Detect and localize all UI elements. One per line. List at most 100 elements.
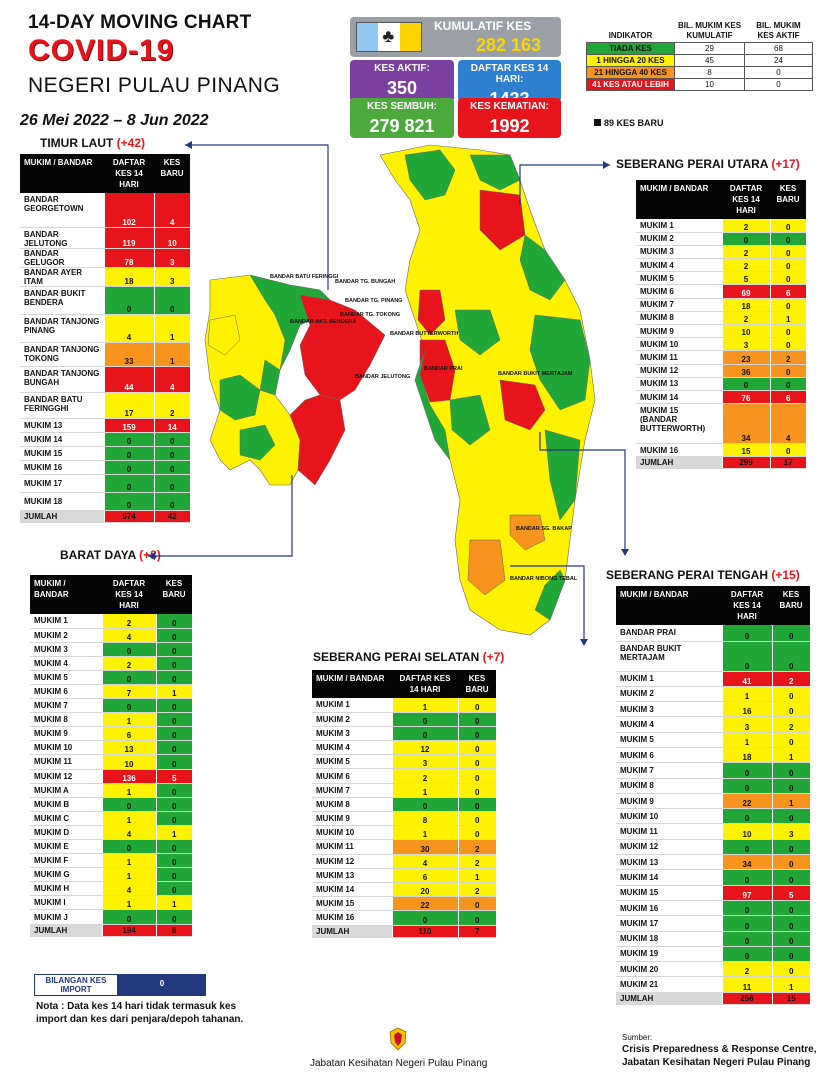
total-label: JUMLAH — [312, 925, 392, 938]
row-daftar: 0 — [103, 286, 154, 315]
row-name: MUKIM 18 — [20, 492, 104, 511]
row-name: MUKIM E — [30, 839, 102, 855]
sumber-line-2: Jabatan Kesihatan Negeri Pulau Pinang — [622, 1057, 811, 1068]
row-baru: 6 — [769, 284, 806, 299]
row-baru: 0 — [457, 712, 496, 727]
row-daftar: 2 — [721, 258, 770, 273]
table-row: MUKIM 10 1 0 — [312, 825, 496, 841]
row-name: MUKIM 8 — [616, 778, 722, 794]
row-baru: 0 — [155, 740, 192, 756]
kes-baru-text: 89 KES BARU — [604, 118, 664, 128]
row-name: MUKIM 7 — [616, 762, 722, 779]
total-baru: 8 — [155, 924, 192, 937]
row-name: BANDAR JELUTONG — [20, 227, 104, 249]
map-label: BANDAR BKT. BENDERA — [290, 319, 356, 325]
row-daftar: 13 — [101, 740, 156, 756]
table-row: MUKIM 9 22 1 — [616, 793, 810, 810]
row-name: MUKIM 1 — [30, 614, 102, 629]
row-baru: 4 — [153, 366, 190, 393]
table-row: MUKIM 10 0 0 — [616, 808, 810, 825]
column-header-daftar: DAFTAR KES 14 HARI — [102, 575, 156, 614]
row-name: MUKIM 9 — [636, 324, 722, 339]
column-header-mukim: MUKIM / BANDAR — [636, 180, 722, 219]
row-daftar: 1 — [391, 783, 458, 798]
row-name: MUKIM 16 — [20, 460, 104, 475]
row-daftar: 22 — [721, 793, 772, 810]
row-name: MUKIM 17 — [20, 474, 104, 493]
row-daftar: 0 — [103, 446, 154, 461]
row-baru: 0 — [155, 642, 192, 657]
row-baru: 1 — [769, 311, 806, 326]
row-name: MUKIM 5 — [616, 732, 722, 748]
row-baru: 0 — [769, 271, 806, 286]
row-name: MUKIM I — [30, 895, 102, 911]
title-line-2: COVID-19 — [28, 34, 175, 67]
row-name: MUKIM 19 — [616, 946, 722, 963]
indicator-label: 41 KES ATAU LEBIH — [586, 78, 675, 91]
table-row: MUKIM 9 10 0 — [636, 324, 806, 339]
row-baru: 0 — [771, 915, 810, 932]
table-row: MUKIM 16 0 0 — [616, 900, 810, 917]
row-name: MUKIM 3 — [30, 642, 102, 657]
penang-map: BANDAR BATU FERINGGI BANDAR TG. BUNGAH B… — [204, 144, 596, 636]
row-name: MUKIM 7 — [636, 298, 722, 312]
row-name: MUKIM 11 — [30, 754, 102, 770]
row-daftar: 0 — [721, 900, 772, 917]
row-daftar: 4 — [101, 628, 156, 643]
row-baru: 0 — [771, 808, 810, 825]
row-daftar: 34 — [721, 854, 772, 871]
row-daftar: 0 — [721, 625, 772, 642]
row-daftar: 136 — [101, 769, 156, 784]
row-daftar: 2 — [391, 768, 458, 784]
row-name: MUKIM 13 — [312, 868, 392, 883]
row-baru: 0 — [769, 324, 806, 339]
table-row: BANDAR BUKIT MERTAJAM 0 0 — [616, 641, 810, 672]
table-row: MUKIM 16 15 0 — [636, 443, 806, 458]
kematian-box: KES KEMATIAN: 1992 — [458, 98, 561, 138]
row-name: MUKIM 11 — [312, 839, 392, 855]
sp-tengah-table: MUKIM / BANDAR DAFTAR KES 14 HARI KES BARU… — [616, 586, 810, 1005]
title-line-1: 14-DAY MOVING CHART — [28, 12, 252, 33]
sembuh-value: 279 821 — [369, 116, 435, 136]
indicator-table: INDIKATOR BIL. MUKIM KES KUMULATIF BIL. … — [586, 20, 813, 91]
row-name: MUKIM 1 — [616, 671, 722, 687]
row-name: MUKIM 15 — [616, 885, 722, 901]
row-baru: 0 — [771, 900, 810, 917]
table-row: MUKIM 7 18 0 — [636, 298, 806, 312]
row-daftar: 17 — [103, 392, 154, 419]
row-daftar: 2 — [101, 614, 156, 629]
column-header-baru: KES BARU — [154, 154, 190, 193]
table-row: MUKIM 14 0 0 — [616, 869, 810, 886]
row-daftar: 33 — [103, 342, 154, 367]
indicator-kumulatif: 45 — [674, 54, 745, 67]
row-baru: 2 — [457, 839, 496, 855]
map-label: BANDAR JELUTONG — [355, 374, 410, 380]
row-daftar: 76 — [721, 390, 770, 405]
row-daftar: 16 — [721, 701, 772, 718]
row-daftar: 20 — [391, 882, 458, 898]
table-row: BANDAR GEORGETOWN 102 4 — [20, 193, 190, 228]
row-baru: 1 — [155, 895, 192, 911]
row-daftar: 22 — [391, 896, 458, 912]
row-baru: 0 — [155, 614, 192, 629]
row-name: MUKIM B — [30, 797, 102, 812]
row-daftar: 69 — [721, 284, 770, 299]
row-daftar: 11 — [721, 976, 772, 993]
row-name: MUKIM 8 — [312, 797, 392, 813]
table-row: MUKIM 18 0 0 — [616, 931, 810, 947]
row-baru: 0 — [769, 337, 806, 352]
row-baru: 1 — [155, 825, 192, 841]
row-baru: 4 — [153, 193, 190, 228]
column-header-daftar: DAFTAR KES 14 HARI — [722, 586, 772, 625]
